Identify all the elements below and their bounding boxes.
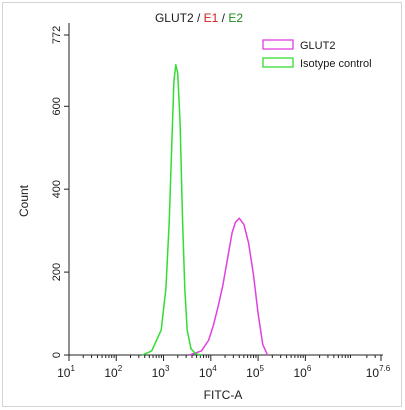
chart-frame: GLUT2 / E1 / E2 0 200 400 600 772 101 102 103 10… [2,2,402,407]
x-axis-label: FITC-A [204,388,243,402]
legend-swatch [262,39,294,50]
x-tick-label: 107.6 [366,364,391,380]
y-tick-label: 200 [51,263,63,281]
x-tick-label: 102 [104,364,122,380]
chart-title: GLUT2 / E1 / E2 [155,11,243,25]
series-line-1 [142,64,202,356]
y-tick-label: 0 [51,352,63,358]
x-tick-label: 103 [152,364,170,380]
y-tick-label: 400 [51,180,63,198]
y-tick-label: 772 [51,26,63,44]
x-tick-label: 105 [246,364,264,380]
legend-label: GLUT2 [300,40,335,52]
histogram-chart: GLUT2 / E1 / E2 0 200 400 600 772 101 102 103 10… [17,11,391,402]
x-tick-label: 106 [293,364,311,380]
y-axis-label: Count [17,184,31,217]
x-tick-label: 104 [199,364,217,380]
plot-area: 0 200 400 600 772 101 102 103 104 105 106 107.6 GLUT… [51,23,391,380]
legend-label: Isotype control [300,58,372,70]
chart-title-part: E2 [228,11,243,25]
x-tick-label: 101 [57,364,75,380]
series-line-0 [189,217,269,356]
chart-title-part: GLUT2 [155,11,194,25]
y-tick-label: 600 [51,97,63,115]
chart-title-part: E1 [204,11,219,25]
chart-title-part: / [194,11,204,25]
chart-title-part: / [218,11,228,25]
legend-swatch [262,57,294,68]
